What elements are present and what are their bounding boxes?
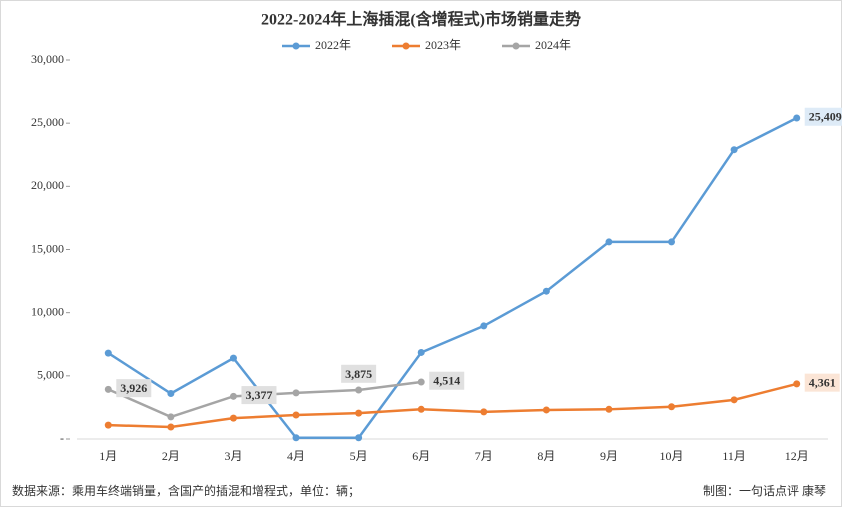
value-label-bg — [116, 379, 152, 398]
data-point — [480, 322, 488, 330]
value-label: 3,875 — [345, 367, 372, 381]
data-point — [417, 348, 425, 356]
y-tick-label: 10,000 — [31, 304, 64, 318]
data-point — [542, 287, 550, 295]
legend-label: 2024年 — [535, 38, 571, 52]
value-label: 25,409 — [809, 110, 842, 124]
data-point — [417, 405, 425, 413]
x-tick-label: 10月 — [660, 449, 684, 463]
data-point — [417, 378, 425, 386]
value-label-bg — [804, 373, 840, 392]
data-point — [167, 413, 175, 421]
data-point — [668, 403, 676, 411]
x-tick-label: 5月 — [350, 449, 368, 463]
data-point — [167, 423, 175, 431]
footer-source: 数据来源：乘用车终端销量，含国产的插混和增程式，单位：辆； — [12, 483, 360, 498]
value-label: 4,361 — [809, 376, 836, 390]
value-label-group: 3,377 — [241, 386, 277, 405]
series-line — [107, 116, 798, 439]
footer-credit: 制图：一句话点评 康琴 — [703, 483, 826, 498]
x-tick-label: 2月 — [162, 449, 180, 463]
legend-marker — [402, 42, 410, 50]
legend-marker — [512, 42, 520, 50]
y-tick-label: - — [60, 431, 64, 445]
value-label: 3,377 — [245, 388, 272, 402]
x-tick-label: 12月 — [785, 449, 809, 463]
value-label: 3,926 — [120, 381, 147, 395]
value-label-group: 3,926 — [116, 379, 152, 398]
data-point — [229, 392, 237, 400]
data-point — [292, 434, 300, 442]
x-tick-label: 1月 — [99, 449, 117, 463]
data-point — [292, 389, 300, 397]
y-tick-label: 30,000 — [31, 52, 64, 66]
data-point — [292, 411, 300, 419]
data-point — [605, 405, 613, 413]
y-tick-label: 25,000 — [31, 115, 64, 129]
data-point — [355, 434, 363, 442]
x-tick-label: 9月 — [600, 449, 618, 463]
x-tick-label: 8月 — [537, 449, 555, 463]
data-point — [730, 146, 738, 154]
data-point — [355, 386, 363, 394]
x-tick-label: 4月 — [287, 449, 305, 463]
data-point — [229, 414, 237, 422]
x-tick-label: 6月 — [412, 449, 430, 463]
chart-title: 2022-2024年上海插混(含增程式)市场销量走势 — [261, 10, 581, 29]
value-label-bg — [804, 107, 842, 126]
series-line — [108, 382, 798, 429]
data-point — [355, 409, 363, 417]
data-point — [104, 349, 112, 357]
data-point — [542, 406, 550, 414]
data-point — [104, 385, 112, 393]
legend-label: 2023年 — [425, 38, 461, 52]
x-tick-label: 11月 — [722, 449, 746, 463]
y-tick-label: 20,000 — [31, 178, 64, 192]
data-point — [229, 354, 237, 362]
data-point — [730, 396, 738, 404]
data-point — [605, 238, 613, 246]
value-label-group: 25,409 — [804, 107, 842, 126]
data-point — [104, 421, 112, 429]
data-point — [793, 114, 801, 122]
data-point — [668, 238, 676, 246]
value-label: 4,514 — [433, 374, 460, 388]
legend-marker — [292, 42, 300, 50]
value-label-bg — [429, 371, 465, 390]
x-tick-label: 7月 — [475, 449, 493, 463]
value-label-group: 4,361 — [804, 373, 840, 392]
value-label-group: 3,875 — [341, 364, 377, 383]
x-tick-label: 3月 — [224, 449, 242, 463]
value-label-group: 4,514 — [429, 371, 465, 390]
y-tick-label: 5,000 — [37, 368, 64, 382]
data-point — [793, 380, 801, 388]
legend-label: 2022年 — [315, 38, 351, 52]
value-label-bg — [241, 386, 277, 405]
data-point — [480, 408, 488, 416]
y-tick-label: 15,000 — [31, 241, 64, 255]
value-label-bg — [341, 364, 377, 383]
data-point — [167, 390, 175, 398]
